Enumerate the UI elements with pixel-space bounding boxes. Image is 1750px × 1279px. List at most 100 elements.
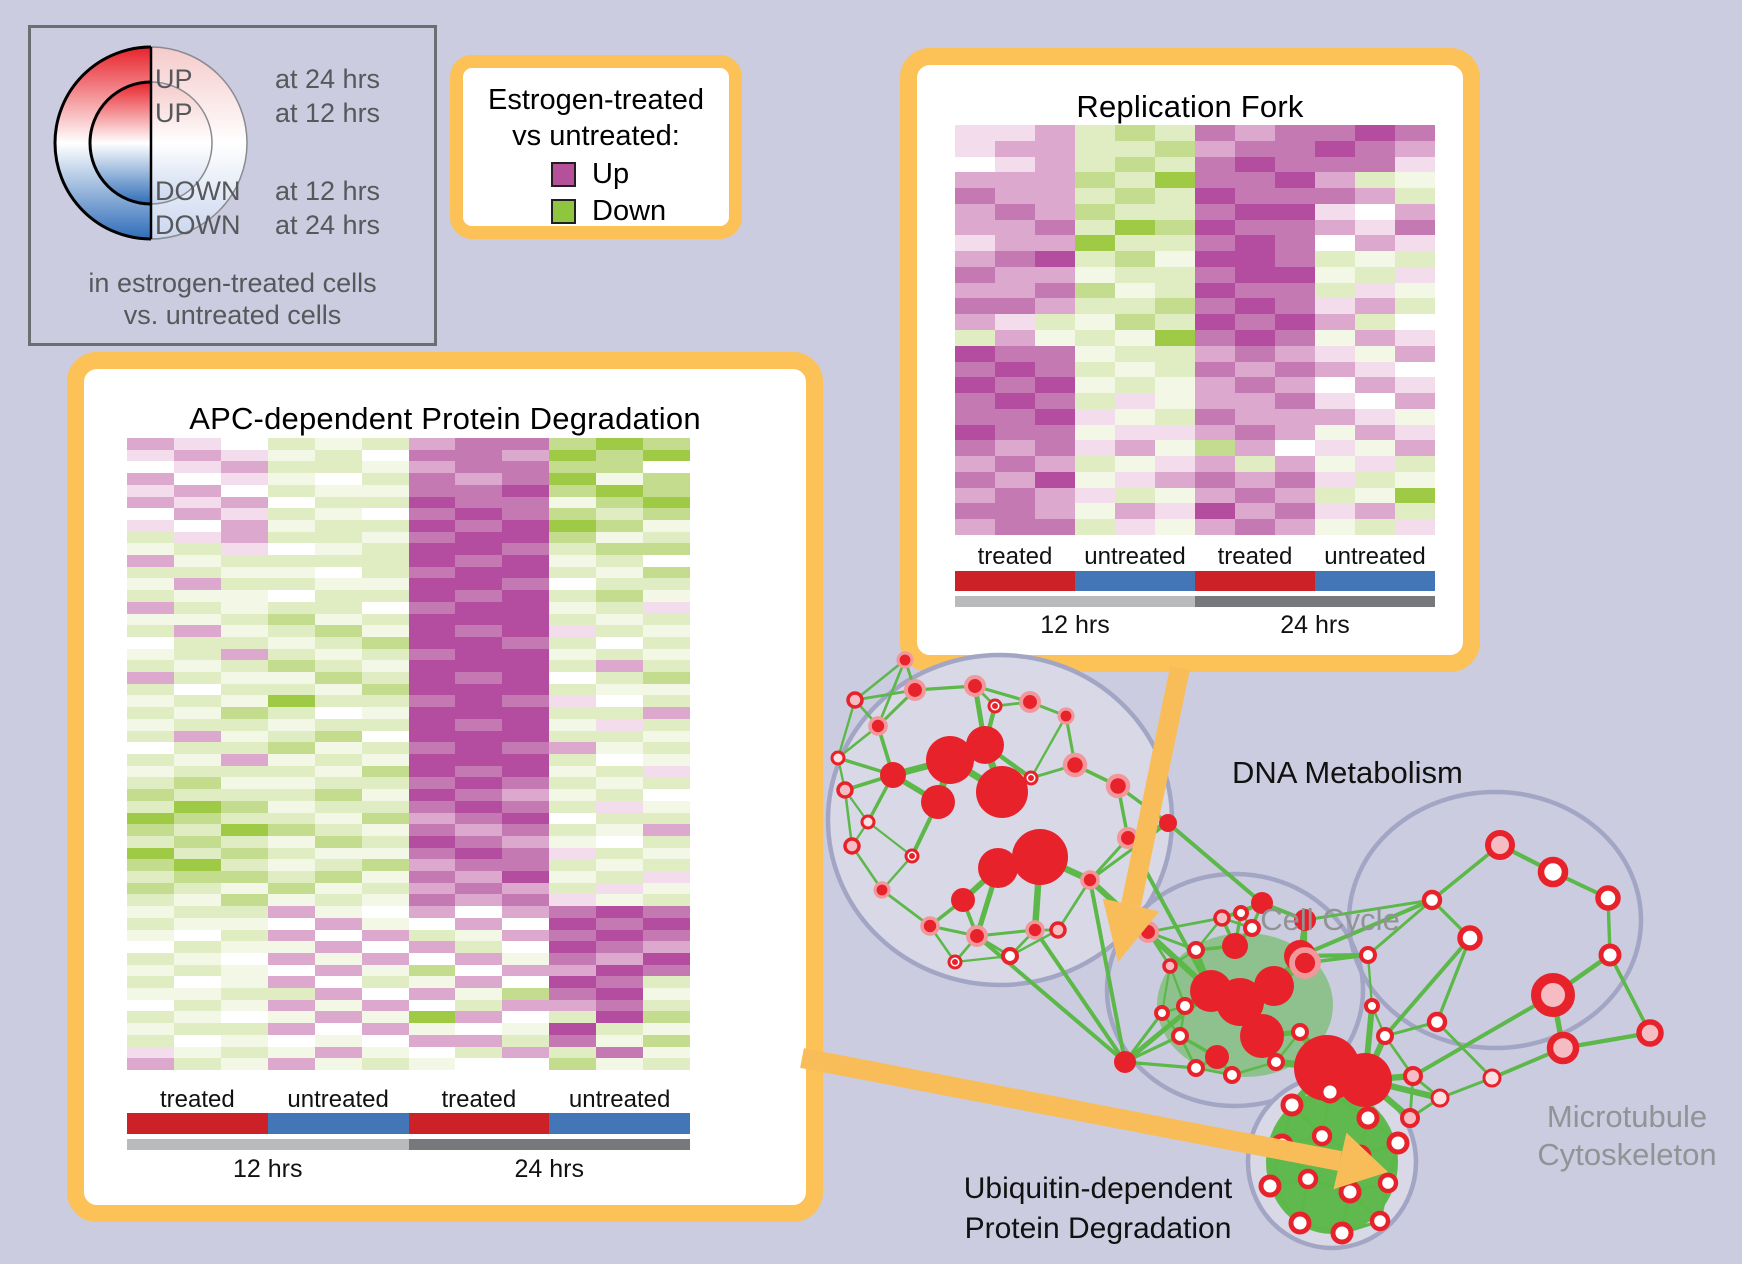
- heatmap-cell: [502, 648, 550, 661]
- heatmap-cell: [408, 613, 456, 626]
- heatmap-cell: [314, 566, 362, 579]
- heatmap-cell: [549, 1034, 597, 1047]
- gene-set-node: [1311, 1125, 1333, 1147]
- heatmap-cell: [995, 251, 1035, 267]
- heatmap-cell: [1155, 393, 1195, 409]
- heatmap-cell: [173, 672, 221, 684]
- heatmap-cell: [549, 461, 597, 474]
- heatmap-cell: [267, 812, 315, 825]
- heatmap-cell: [1115, 377, 1155, 394]
- gene-set-node: [1057, 707, 1075, 725]
- heatmap-cell: [220, 847, 268, 860]
- heatmap-cell: [995, 519, 1035, 535]
- heatmap-cell: [267, 999, 315, 1012]
- heatmap-cell: [314, 484, 362, 497]
- heatmap-cell: [1275, 503, 1315, 520]
- cluster-ellipse-1: [1104, 871, 1366, 1109]
- heatmap-cell: [1035, 345, 1075, 362]
- heatmap-cell: [1275, 140, 1315, 157]
- heatmap-cell: [1355, 188, 1395, 204]
- heatmap-cell: [1235, 408, 1275, 425]
- network-edge: [1009, 928, 1059, 958]
- heatmap-cell: [1275, 188, 1315, 204]
- heatmap-cell: [502, 660, 550, 673]
- heatmap-cell: [127, 449, 174, 462]
- heatmap-cell: [314, 777, 362, 790]
- heatmap-cell: [127, 871, 174, 883]
- heatmap-cell: [596, 590, 644, 602]
- heatmap-cell: [408, 707, 456, 719]
- heatmap-cell: [1235, 377, 1275, 394]
- sample-group-label: treated: [1217, 543, 1293, 570]
- heatmap-cell: [267, 789, 315, 801]
- heatmap-cell: [1075, 471, 1115, 488]
- heatmap-cell: [1235, 172, 1275, 189]
- heatmap-cell: [1195, 172, 1235, 189]
- heatmap-cell: [549, 695, 597, 708]
- heatmap-cell: [455, 636, 503, 649]
- heatmap-cell: [173, 718, 221, 731]
- heatmap-cell: [955, 361, 995, 378]
- heatmap-cell: [455, 777, 503, 790]
- heatmap-cell: [596, 718, 644, 731]
- heatmap-cell: [955, 471, 995, 488]
- apc-sample-color-bars: [127, 1113, 690, 1134]
- heatmap-cell: [643, 742, 690, 754]
- time-label: 12 hrs: [1040, 611, 1110, 639]
- heatmap-cell: [361, 835, 409, 848]
- heatmap-cell: [361, 859, 409, 872]
- heatmap-cell: [502, 964, 550, 977]
- heatmap-cell: [127, 707, 174, 719]
- heatmap-cell: [549, 484, 597, 497]
- heatmap-cell: [408, 800, 456, 813]
- replication-time-labels: 12 hrs 24 hrs: [955, 611, 1435, 641]
- heatmap-cell: [455, 578, 503, 591]
- heatmap-cell: [1195, 219, 1235, 236]
- heatmap-cell: [1235, 156, 1275, 173]
- network-label: Cytoskeleton: [1537, 1137, 1716, 1172]
- gene-set-node: [1216, 978, 1264, 1026]
- legend-down-24-word: DOWN: [155, 210, 241, 240]
- heatmap-cell: [1235, 361, 1275, 378]
- heatmap-cell: [267, 1034, 315, 1047]
- gene-set-node: [1258, 1174, 1282, 1198]
- heatmap-cell: [995, 456, 1035, 472]
- treated-bar: [955, 571, 1075, 591]
- heatmap-cell: [1115, 314, 1155, 330]
- heatmap-cell: [643, 988, 690, 1000]
- heatmap-cell: [596, 999, 644, 1012]
- heatmap-cell: [502, 1034, 550, 1047]
- heatmap-cell: [408, 1046, 456, 1059]
- heatmap-cell: [173, 847, 221, 860]
- heatmap-cell: [361, 484, 409, 497]
- heatmap-cell: [549, 1011, 597, 1024]
- heatmap-cell: [1395, 408, 1435, 425]
- heatmap-cell: [314, 824, 362, 836]
- heatmap-cell: [361, 496, 409, 509]
- heatmap-cell: [408, 999, 456, 1012]
- gene-set-node: [846, 691, 864, 709]
- heatmap-cell: [361, 952, 409, 965]
- heatmap-cell: [314, 871, 362, 883]
- heatmap-cell: [314, 461, 362, 474]
- heatmap-cell: [408, 672, 456, 684]
- heatmap-cell: [408, 508, 456, 520]
- heatmap-cell: [596, 871, 644, 883]
- heatmap-cell: [1275, 377, 1315, 394]
- heatmap-cell: [455, 941, 503, 953]
- heatmap-cell: [127, 1058, 174, 1070]
- heatmap-cell: [314, 543, 362, 556]
- heatmap-cell: [173, 625, 221, 637]
- heatmap-cell: [1155, 519, 1195, 535]
- heatmap-cell: [643, 812, 690, 825]
- heatmap-cell: [267, 543, 315, 556]
- heatmap-cell: [643, 859, 690, 872]
- heatmap-cell: [549, 648, 597, 661]
- time-bar: [408, 1139, 690, 1150]
- heatmap-cell: [549, 636, 597, 649]
- heatmap-cell: [361, 1046, 409, 1059]
- gene-set-node: [1251, 892, 1273, 914]
- gene-set-node: [1364, 998, 1380, 1014]
- heatmap-cell: [1235, 266, 1275, 283]
- gene-set-node: [1386, 1131, 1410, 1155]
